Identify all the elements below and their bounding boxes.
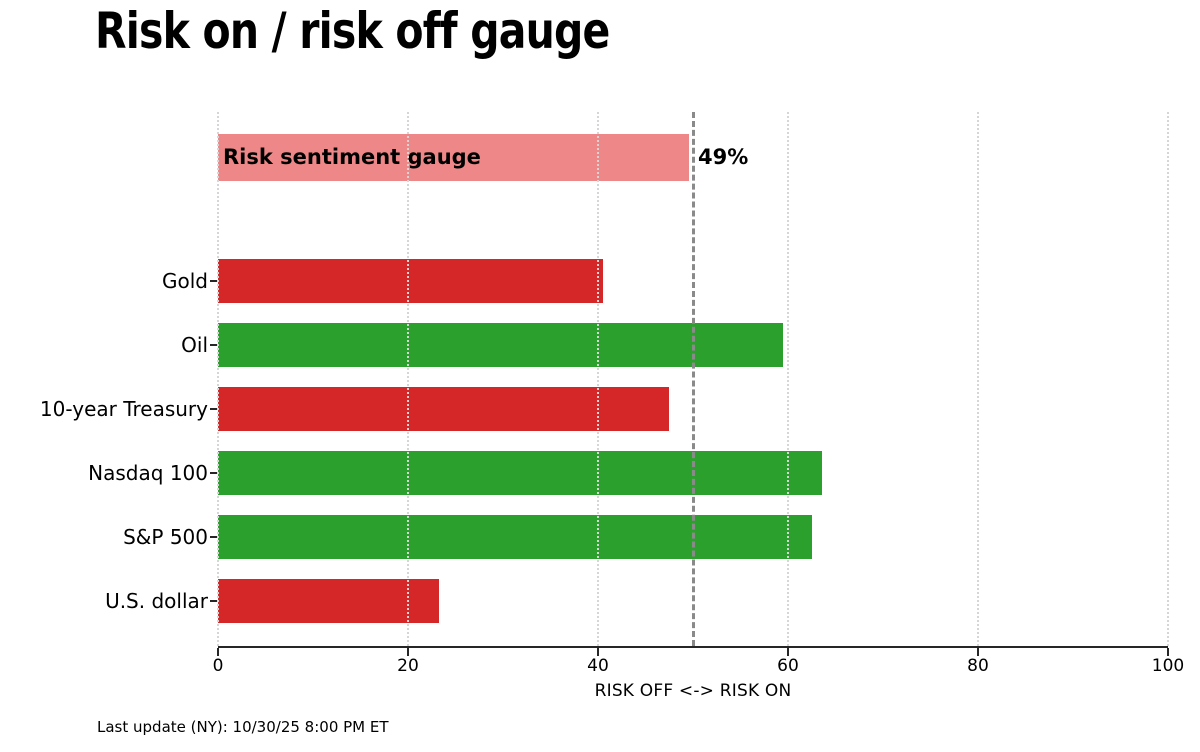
x-tick-100 [1167,648,1169,656]
x-tick-label-60: 60 [777,656,799,676]
x-axis-label: RISK OFF <-> RISK ON [594,681,792,701]
y-tick [210,408,218,410]
x-tick-label-100: 100 [1151,656,1185,676]
category-label-oil: Oil [181,333,208,357]
gauge-bar: Risk sentiment gauge [218,134,690,181]
gridline-80 [977,112,979,646]
chart-title: Risk on / risk off gauge [95,2,610,60]
threshold-line-50 [691,112,695,646]
y-tick [210,472,218,474]
x-tick-label-0: 0 [212,656,224,676]
category-label-10-year-treasury: 10-year Treasury [39,397,208,421]
category-label-u-s-dollar: U.S. dollar [105,589,208,613]
y-tick [210,344,218,346]
bar-10-year-treasury [218,387,670,431]
bar-u-s-dollar [218,579,440,623]
y-tick [210,600,218,602]
gauge-value-label: 49% [698,145,749,169]
bar-oil [218,323,784,367]
x-tick-20 [407,648,409,656]
gridline-100 [1167,112,1169,646]
bar-gold [218,259,603,303]
last-update-text: Last update (NY): 10/30/25 8:00 PM ET [97,718,389,736]
gridline-20 [407,112,409,646]
plot-area: Risk sentiment gauge 49% [217,112,1169,648]
y-tick [210,536,218,538]
gridline-40 [597,112,599,646]
y-tick [210,280,218,282]
category-label-gold: Gold [162,269,208,293]
x-tick-40 [597,648,599,656]
x-tick-label-20: 20 [397,656,419,676]
gridline-0 [217,112,219,646]
x-tick-label-40: 40 [587,656,609,676]
category-label-nasdaq-100: Nasdaq 100 [88,461,208,485]
x-tick-0 [217,648,219,656]
gridline-60 [787,112,789,646]
gauge-bar-label: Risk sentiment gauge [223,144,481,169]
x-tick-label-80: 80 [967,656,989,676]
x-tick-60 [787,648,789,656]
bar-nasdaq-100 [218,451,823,495]
bar-s-p-500 [218,515,812,559]
category-label-s-p-500: S&P 500 [123,525,208,549]
x-tick-80 [977,648,979,656]
